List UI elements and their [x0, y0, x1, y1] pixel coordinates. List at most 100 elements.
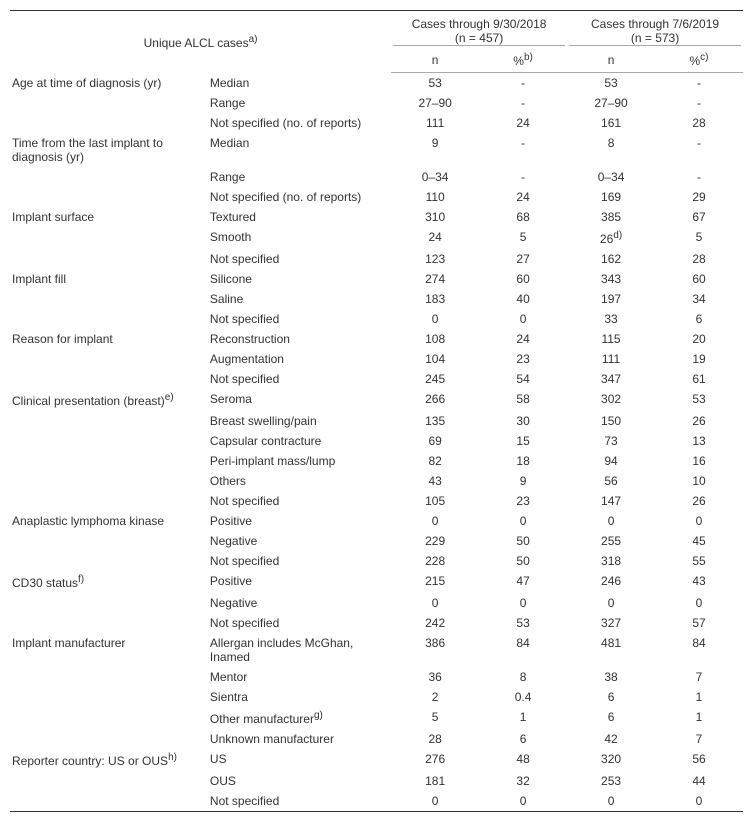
category-cell [10, 113, 208, 133]
n-cell-1: 108 [391, 329, 479, 349]
pct-cell-1: - [479, 93, 567, 113]
category-cell [10, 167, 208, 187]
table-row: Time from the last implant to diagnosis … [10, 133, 743, 167]
pct-cell-1: 50 [479, 551, 567, 571]
n-cell-2: 6 [567, 707, 655, 729]
pct-cell-1: - [479, 167, 567, 187]
pct-cell-2: 20 [655, 329, 743, 349]
n-cell-1: 386 [391, 633, 479, 667]
pct-cell-1: 15 [479, 431, 567, 451]
pct-cell-2: 7 [655, 667, 743, 687]
n-cell-1: 0 [391, 791, 479, 812]
subcategory-cell: Mentor [208, 667, 391, 687]
pct-cell-1: 0 [479, 791, 567, 812]
pct-cell-2: 43 [655, 571, 743, 593]
category-cell [10, 531, 208, 551]
category-cell [10, 667, 208, 687]
n-cell-2: 56 [567, 471, 655, 491]
category-cell [10, 93, 208, 113]
pct-cell-2: 0 [655, 511, 743, 531]
category-cell [10, 369, 208, 389]
subcategory-cell: Positive [208, 571, 391, 593]
table-row: Age at time of diagnosis (yr)Median53-53… [10, 73, 743, 94]
table-row: Negative0000 [10, 593, 743, 613]
table-row: Implant surfaceTextured3106838567 [10, 207, 743, 227]
pct-cell-2: - [655, 73, 743, 94]
table-row: Reporter country: US or OUSh)US276483205… [10, 749, 743, 771]
pct-cell-1: - [479, 133, 567, 167]
pct-cell-2: 67 [655, 207, 743, 227]
subcategory-cell: Saline [208, 289, 391, 309]
subcategory-cell: Peri-implant mass/lump [208, 451, 391, 471]
subcategory-cell: Seroma [208, 389, 391, 411]
category-cell [10, 791, 208, 812]
category-cell [10, 349, 208, 369]
category-cell: Implant fill [10, 269, 208, 289]
n-cell-2: 8 [567, 133, 655, 167]
subcategory-cell: Textured [208, 207, 391, 227]
category-cell [10, 491, 208, 511]
category-cell [10, 687, 208, 707]
subcategory-cell: Other manufacturerg) [208, 707, 391, 729]
n-cell-2: 302 [567, 389, 655, 411]
pct-cell-2: 13 [655, 431, 743, 451]
pct-cell-1: 84 [479, 633, 567, 667]
table-row: Capsular contracture69157313 [10, 431, 743, 451]
pct-cell-2: - [655, 93, 743, 113]
pct-cell-1: 18 [479, 451, 567, 471]
subcategory-cell: Others [208, 471, 391, 491]
table-row: Smooth24526d)5 [10, 227, 743, 249]
table-row: Reason for implantReconstruction10824115… [10, 329, 743, 349]
n-cell-2: 33 [567, 309, 655, 329]
pct-cell-2: 45 [655, 531, 743, 551]
category-cell: Reason for implant [10, 329, 208, 349]
pct-cell-2: 44 [655, 771, 743, 791]
category-cell: Clinical presentation (breast)e) [10, 389, 208, 411]
category-cell [10, 187, 208, 207]
pct-cell-1: 40 [479, 289, 567, 309]
n-cell-2: 150 [567, 411, 655, 431]
n-cell-1: 245 [391, 369, 479, 389]
header-group-2: Cases through 7/6/2019 (n = 573) [567, 11, 743, 51]
pct-cell-1: 60 [479, 269, 567, 289]
header-group-1-title: Cases through 9/30/2018 [412, 17, 547, 31]
category-cell [10, 227, 208, 249]
pct-cell-2: 53 [655, 389, 743, 411]
table-header: Unique ALCL casesa) Cases through 9/30/2… [10, 11, 743, 73]
header-pct-2: %c) [655, 50, 743, 73]
n-cell-2: 111 [567, 349, 655, 369]
n-cell-2: 0 [567, 791, 655, 812]
n-cell-2: 94 [567, 451, 655, 471]
category-cell [10, 309, 208, 329]
pct-cell-2: 56 [655, 749, 743, 771]
pct-cell-2: 7 [655, 729, 743, 749]
table-row: Augmentation1042311119 [10, 349, 743, 369]
n-cell-2: 481 [567, 633, 655, 667]
category-cell: Age at time of diagnosis (yr) [10, 73, 208, 94]
subcategory-cell: Not specified [208, 551, 391, 571]
n-cell-2: 318 [567, 551, 655, 571]
subcategory-cell: OUS [208, 771, 391, 791]
subcategory-cell: Not specified [208, 309, 391, 329]
table-row: Peri-implant mass/lump82189416 [10, 451, 743, 471]
category-cell [10, 411, 208, 431]
subcategory-cell: Sientra [208, 687, 391, 707]
pct-cell-1: 32 [479, 771, 567, 791]
pct-cell-2: 29 [655, 187, 743, 207]
table-row: Not specified2425332757 [10, 613, 743, 633]
subcategory-cell: Range [208, 167, 391, 187]
category-cell [10, 451, 208, 471]
pct-cell-2: 34 [655, 289, 743, 309]
pct-cell-1: 9 [479, 471, 567, 491]
header-n-2: n [567, 50, 655, 73]
pct-cell-1: 0 [479, 511, 567, 531]
pct-cell-1: 23 [479, 349, 567, 369]
category-cell [10, 471, 208, 491]
n-cell-2: 161 [567, 113, 655, 133]
category-cell [10, 593, 208, 613]
n-cell-2: 27–90 [567, 93, 655, 113]
subcategory-cell: Smooth [208, 227, 391, 249]
category-cell: Implant surface [10, 207, 208, 227]
category-cell [10, 431, 208, 451]
subcategory-cell: Not specified (no. of reports) [208, 113, 391, 133]
